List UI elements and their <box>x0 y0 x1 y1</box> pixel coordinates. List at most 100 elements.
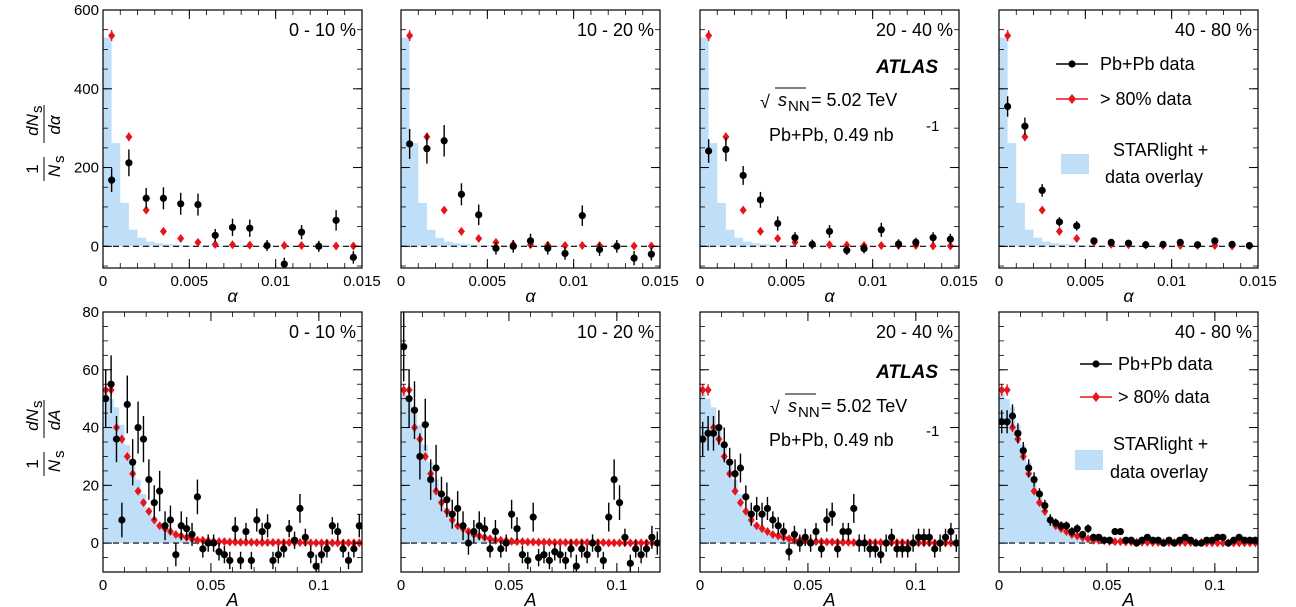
data-point <box>551 548 559 556</box>
atlas-info-top: ATLAS √ s NN = 5.02 TeV Pb+Pb, 0.49 nb -… <box>760 57 939 145</box>
centrality-label: 0 - 10 % <box>289 20 356 40</box>
periph-point <box>253 538 261 548</box>
data-point <box>726 458 734 466</box>
periph-point <box>774 531 782 541</box>
data-point <box>166 516 175 524</box>
series-periph-data <box>108 30 357 251</box>
data-point <box>860 539 869 547</box>
data-point <box>123 400 131 409</box>
energy-label-top: = 5.02 TeV <box>811 90 897 110</box>
data-point <box>344 556 353 565</box>
data-point <box>1107 238 1115 246</box>
data-point <box>443 496 451 504</box>
x-tick-label: 0.1 <box>308 577 329 594</box>
periph-point <box>318 538 326 548</box>
x-tick-label: 0 <box>995 273 1003 290</box>
data-point <box>199 545 207 553</box>
data-point <box>610 475 618 484</box>
nn-sub-bottom: NN <box>798 404 820 421</box>
data-point <box>595 245 604 254</box>
data-point <box>791 234 799 242</box>
data-point <box>274 551 282 559</box>
data-point <box>946 235 954 243</box>
data-point <box>1197 539 1205 547</box>
data-point <box>280 545 288 553</box>
data-point <box>909 539 917 547</box>
data-point <box>534 553 543 562</box>
legend-periph-marker-bottom <box>1092 392 1100 402</box>
legend-mc-swatch-top <box>1061 154 1089 174</box>
data-point <box>561 249 569 258</box>
data-point <box>1132 539 1141 547</box>
periph-point <box>156 521 164 531</box>
periph-point <box>134 486 142 496</box>
x-tick-label: 0.05 <box>793 577 822 594</box>
x-tick-label: 0 <box>696 273 704 290</box>
periph-point <box>704 385 712 395</box>
data-point <box>317 551 326 559</box>
data-point <box>642 545 651 553</box>
data-point <box>931 545 939 553</box>
y-tick-label: 400 <box>74 81 99 98</box>
data-point <box>912 238 920 246</box>
data-point <box>194 200 202 209</box>
x-tick-label: 0.015 <box>1239 273 1277 290</box>
periph-point <box>1003 385 1011 395</box>
plot-frame <box>699 9 960 269</box>
data-point <box>1240 536 1249 544</box>
periph-point <box>518 537 526 547</box>
data-point <box>355 522 362 530</box>
data-point <box>1068 527 1076 536</box>
data-point <box>263 241 271 250</box>
data-point <box>1208 536 1216 544</box>
data-point <box>1181 533 1189 541</box>
periph-point <box>118 434 126 444</box>
data-point <box>486 545 494 553</box>
data-point <box>481 525 489 533</box>
data-point <box>904 545 912 553</box>
data-point <box>247 556 255 565</box>
x-tick-label: 0 <box>397 273 405 290</box>
periph-point <box>756 226 764 236</box>
periph-point <box>226 537 234 547</box>
data-point <box>747 510 755 518</box>
periph-point <box>1214 538 1222 548</box>
sqrt-symbol-bottom: √ <box>770 398 780 418</box>
data-point <box>161 522 169 530</box>
ylab-alpha-dN: dN <box>23 113 42 135</box>
data-point <box>769 516 777 524</box>
data-point <box>621 533 629 541</box>
data-point <box>1224 539 1232 547</box>
data-point <box>1100 536 1108 544</box>
legend-data-marker-top <box>1068 60 1076 68</box>
x-tick-label: 0.015 <box>940 273 978 290</box>
periph-point <box>551 538 559 548</box>
x-axis-title: A <box>822 590 835 607</box>
legend-top: Pb+Pb data > 80% data STARlight + data o… <box>1056 54 1208 187</box>
periph-point <box>513 537 521 547</box>
periph-point <box>440 205 448 215</box>
data-point <box>339 545 347 553</box>
data-point <box>1213 533 1222 541</box>
periph-point <box>605 538 613 548</box>
data-point <box>1057 522 1065 530</box>
periph-point <box>610 538 618 548</box>
data-point <box>817 545 826 553</box>
data-point <box>828 510 836 518</box>
ylab-A-ds: s <box>29 401 46 409</box>
x-tick-label: 0.01 <box>559 273 588 290</box>
periph-point <box>1235 538 1243 548</box>
centrality-label: 10 - 20 % <box>577 322 654 342</box>
data-point <box>280 260 288 268</box>
periph-point <box>769 529 777 539</box>
y-tick-label: 20 <box>82 477 99 494</box>
data-point <box>1111 527 1119 536</box>
periph-point <box>731 486 739 496</box>
data-point <box>1143 533 1151 541</box>
periph-point <box>211 239 219 249</box>
legend-bottom: Pb+Pb data > 80% data STARlight + data o… <box>1075 354 1214 482</box>
lumi-label-top: Pb+Pb, 0.49 nb <box>769 125 894 145</box>
mc-histogram <box>401 37 660 247</box>
